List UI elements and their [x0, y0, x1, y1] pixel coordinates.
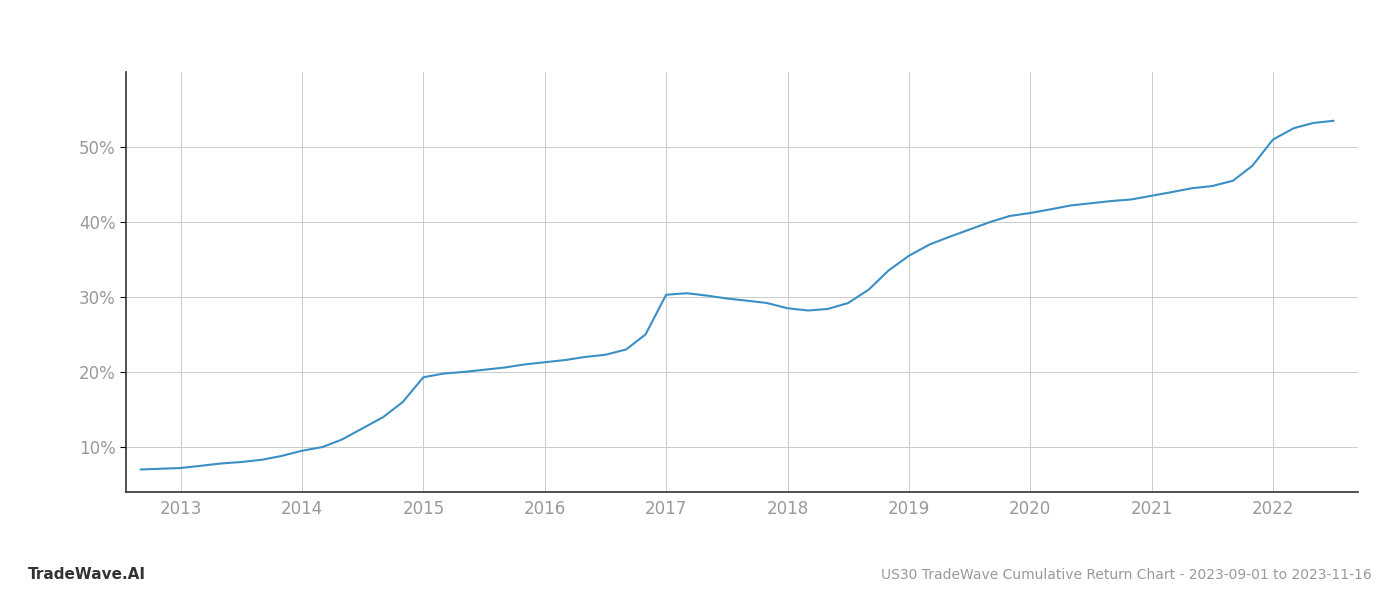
Text: US30 TradeWave Cumulative Return Chart - 2023-09-01 to 2023-11-16: US30 TradeWave Cumulative Return Chart -…: [881, 568, 1372, 582]
Text: TradeWave.AI: TradeWave.AI: [28, 567, 146, 582]
